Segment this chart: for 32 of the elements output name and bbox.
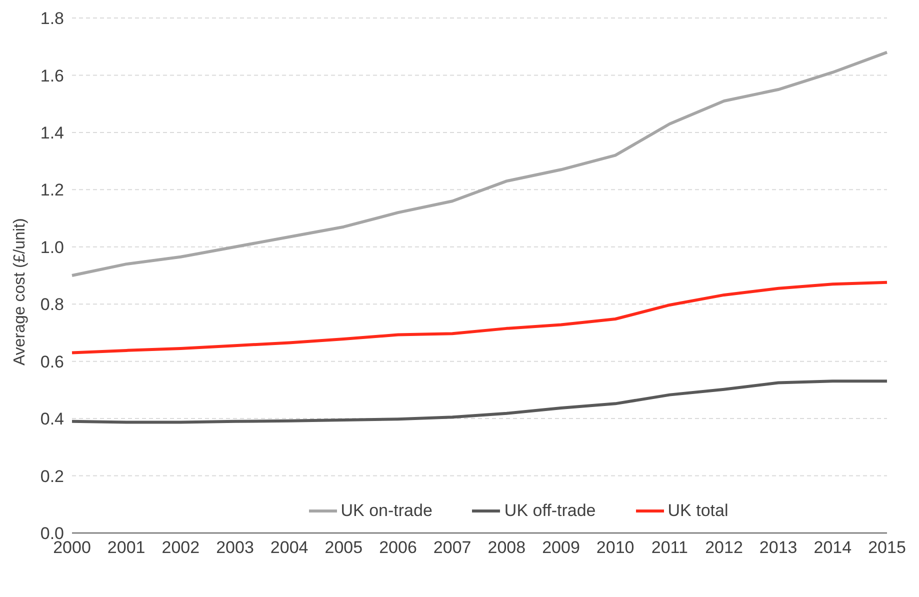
line-series [70,50,888,277]
x-tick-label: 2008 [488,538,526,558]
x-tick-label: 2009 [542,538,580,558]
y-tick-label: 1.0 [40,238,64,257]
y-tick-label: 0.8 [40,295,64,314]
y-axis-title: Average cost (£/unit) [12,218,29,366]
x-tick-label: 2000 [53,538,91,558]
y-tick-label: 1.8 [40,9,64,28]
x-tick-label: 2006 [379,538,417,558]
y-tick-label: 1.6 [40,66,64,86]
x-tick-label: 2014 [814,538,852,558]
x-tick-label: 2001 [107,538,146,558]
x-tick-label: 2013 [759,538,798,558]
x-tick-label: 2015 [868,538,906,558]
y-tick-label: 1.2 [40,180,64,200]
legend-label: UK total [666,501,728,521]
x-tick-label: 2005 [324,538,363,558]
y-tick-label: 0.4 [40,410,64,429]
x-tick-label: 2003 [216,538,254,558]
x-tick-label: 2012 [705,538,743,558]
x-tick-label: 2010 [596,538,634,558]
x-tick-label: 2007 [433,538,472,558]
x-tick-label: 2011 [651,538,688,558]
y-tick-label: 0.6 [40,352,64,372]
line-series [70,380,888,424]
y-tick-label: 1.4 [40,123,64,142]
y-tick-label: 0.2 [40,466,64,486]
line-series [70,280,888,354]
legend-label: UK off-trade [503,501,596,521]
x-tick-label: 2004 [270,538,308,558]
legend-label: UK on-trade [340,501,432,521]
x-tick-label: 2002 [162,538,200,558]
